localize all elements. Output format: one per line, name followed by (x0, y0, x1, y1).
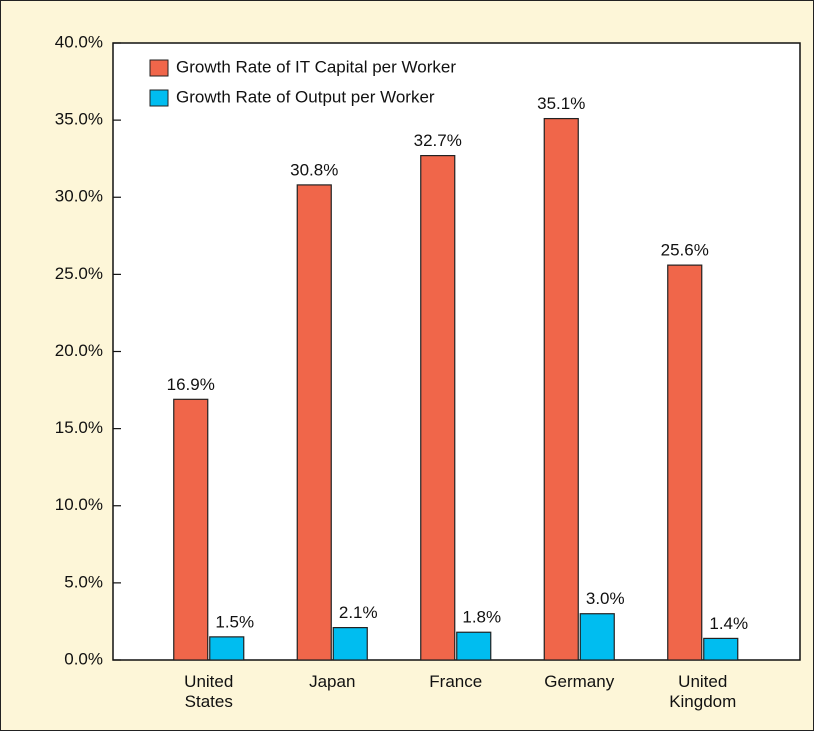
bar (703, 637, 739, 661)
bar (296, 184, 332, 661)
y-tick-label: 30.0% (55, 187, 103, 206)
data-label: 32.7% (414, 131, 462, 150)
data-label: 25.6% (661, 241, 709, 260)
y-tick-label: 25.0% (55, 264, 103, 283)
data-label: 35.1% (537, 94, 585, 113)
legend-label: Growth Rate of Output per Worker (176, 87, 435, 106)
bar (579, 613, 615, 661)
y-tick-label: 40.0% (55, 32, 103, 51)
y-tick-label: 0.0% (64, 649, 103, 668)
bar (332, 627, 368, 661)
data-label: 30.8% (290, 160, 338, 179)
bar (420, 155, 456, 661)
bar (456, 631, 492, 661)
y-tick-label: 35.0% (55, 110, 103, 129)
x-tick-label: Germany (544, 672, 615, 691)
bar (667, 264, 703, 661)
y-tick-label: 20.0% (55, 341, 103, 360)
y-tick-label: 5.0% (64, 572, 103, 591)
data-label: 2.1% (339, 603, 378, 622)
y-tick-label: 10.0% (55, 495, 103, 514)
legend-swatch (149, 59, 169, 77)
bar (209, 636, 245, 661)
bar (543, 117, 579, 661)
data-label: 3.0% (586, 589, 625, 608)
legend-label: Growth Rate of IT Capital per Worker (176, 57, 456, 76)
y-tick-label: 15.0% (55, 418, 103, 437)
x-tick-label: Japan (309, 672, 356, 691)
data-label: 1.8% (462, 608, 501, 627)
x-tick-label: France (429, 672, 483, 691)
legend-swatch (149, 89, 169, 107)
x-tick-label: United Kingdom (669, 672, 737, 711)
data-label: 16.9% (167, 375, 215, 394)
data-label: 1.5% (215, 612, 254, 631)
bar (173, 398, 209, 661)
data-label: 1.4% (709, 614, 748, 633)
x-tick-label: United States (184, 672, 234, 711)
